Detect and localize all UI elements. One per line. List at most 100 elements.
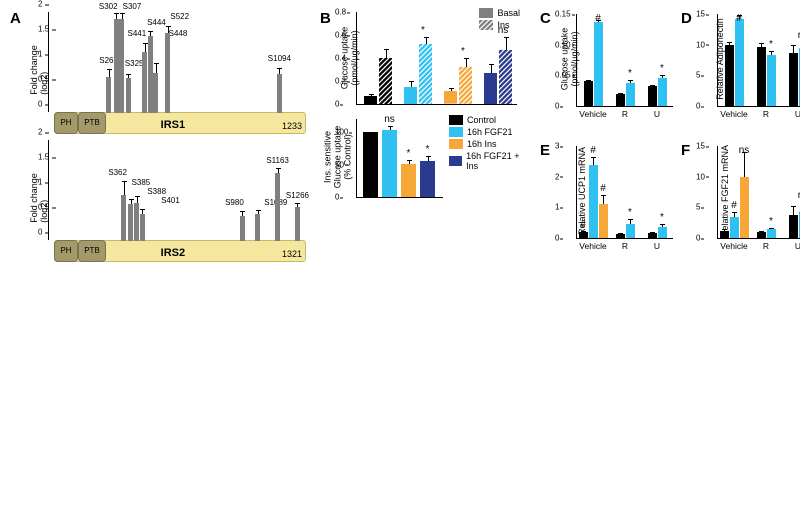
y-tick: 0.2 xyxy=(335,77,346,86)
site-err xyxy=(150,31,151,36)
err-bar xyxy=(451,88,452,91)
bar xyxy=(599,204,608,238)
legend-item: 16h FGF21 + Ins xyxy=(449,151,530,171)
site-err xyxy=(297,203,298,207)
err-bar xyxy=(506,37,507,50)
chart: Glucose uptake(pmol/µg/min)00.050.100.15… xyxy=(540,10,673,107)
x-label: U xyxy=(795,241,800,251)
site-err xyxy=(116,13,117,19)
ph-domain: PH xyxy=(54,240,78,262)
site-err xyxy=(124,181,125,195)
site-bar-S325 xyxy=(126,78,131,113)
site-err xyxy=(156,63,157,73)
bar xyxy=(767,229,776,238)
x-label: R xyxy=(763,109,769,119)
site-label: S385 xyxy=(132,178,151,187)
site-err xyxy=(122,13,123,19)
significance: # xyxy=(600,183,606,194)
protein-length: 1321 xyxy=(282,249,302,259)
bar xyxy=(767,55,776,106)
y-tick: 0 xyxy=(38,228,42,237)
chart: Relative UCP1 mRNA0123###Vehicle*R*U xyxy=(540,142,673,239)
bar xyxy=(382,130,397,197)
glucose-uptake-chart: Glucose uptake(pmol/µg/min)00.20.40.60.8… xyxy=(320,10,530,105)
y-tick: 50 xyxy=(335,160,344,169)
site-label: S980 xyxy=(225,198,244,207)
site-bar-S265 xyxy=(106,77,111,114)
err-bar xyxy=(466,58,467,67)
x-label: R xyxy=(763,241,769,251)
bar xyxy=(404,87,417,104)
panel-b: B Glucose uptake(pmol/µg/min)00.20.40.60… xyxy=(320,10,530,268)
y-title: Fold change(log2) xyxy=(29,45,49,95)
y-tick: 100 xyxy=(335,128,348,137)
y-tick: 0 xyxy=(335,193,339,202)
legend: Basal Ins xyxy=(479,8,520,32)
bar xyxy=(789,53,798,106)
legend-label: 16h FGF21 xyxy=(467,127,513,137)
err-bar xyxy=(771,228,772,230)
err-bar xyxy=(390,126,391,130)
err-bar xyxy=(411,81,412,87)
err-bar xyxy=(734,212,735,217)
err-bar xyxy=(652,232,653,233)
x-label: R xyxy=(622,109,628,119)
bar xyxy=(740,177,749,238)
site-bar-S1266 xyxy=(295,207,300,241)
site-label: S325 xyxy=(125,59,144,68)
bar xyxy=(484,73,497,104)
site-label: S522 xyxy=(170,12,189,21)
significance: ns xyxy=(384,114,395,125)
site-err xyxy=(109,69,110,77)
err-bar xyxy=(371,94,372,96)
site-label: S401 xyxy=(161,196,180,205)
significance: * xyxy=(660,63,664,74)
legend-swatch xyxy=(449,127,463,137)
significance: * xyxy=(407,148,411,159)
bar xyxy=(419,44,432,104)
err-bar xyxy=(593,157,594,165)
bar xyxy=(725,45,734,106)
legend-label: 16h Ins xyxy=(467,139,497,149)
bar xyxy=(735,19,744,106)
bar xyxy=(363,132,378,197)
bar xyxy=(616,94,625,106)
y-tick: 0 xyxy=(696,234,700,243)
legend-swatch xyxy=(479,20,493,30)
y-tick: 0.6 xyxy=(335,31,346,40)
err-bar xyxy=(603,195,604,204)
y-tick: 0 xyxy=(555,234,559,243)
err-bar xyxy=(662,224,663,227)
x-label: U xyxy=(654,241,660,251)
y-tick: 2 xyxy=(555,172,559,181)
legend-item: Control xyxy=(449,115,530,125)
y-tick: 0 xyxy=(696,102,700,111)
axes: 051015#Vehicle*RnsU xyxy=(717,14,800,107)
bar xyxy=(626,83,635,106)
significance: * xyxy=(461,46,465,57)
bar xyxy=(720,231,729,238)
legend-item: 16h FGF21 xyxy=(449,127,530,137)
axes: 00.050.100.15#Vehicle*R*U xyxy=(576,14,673,107)
diagram-irs1: 00.511.52Fold change(log2)PHPTBIRS11233S… xyxy=(16,12,310,134)
site-label: S302 xyxy=(99,2,118,11)
site-bar-S1094 xyxy=(277,74,282,113)
legend-item: Ins xyxy=(479,20,520,30)
err-bar xyxy=(491,64,492,73)
bar xyxy=(757,232,766,238)
bar xyxy=(499,50,512,104)
legend-label: Basal xyxy=(497,8,520,18)
y-tick: 5 xyxy=(696,71,700,80)
y-tick: 10 xyxy=(696,40,705,49)
significance: * xyxy=(628,207,632,218)
y-tick: 10 xyxy=(696,172,705,181)
y-tick: 5 xyxy=(696,203,700,212)
y-tick: 0.10 xyxy=(555,40,571,49)
panel-a: A 00.511.52Fold change(log2)PHPTBIRS1123… xyxy=(10,10,310,268)
diagram-irs2: 00.511.52Fold change(log2)PHPTBIRS21321S… xyxy=(16,140,310,262)
panel-d: DRelative Adiponectin051015#Vehicle*RnsU xyxy=(681,10,800,136)
site-bar-S307 xyxy=(119,19,124,113)
legend-label: Control xyxy=(467,115,496,125)
axes: 0123###Vehicle*R*U xyxy=(576,146,673,239)
legend-swatch xyxy=(449,115,463,125)
